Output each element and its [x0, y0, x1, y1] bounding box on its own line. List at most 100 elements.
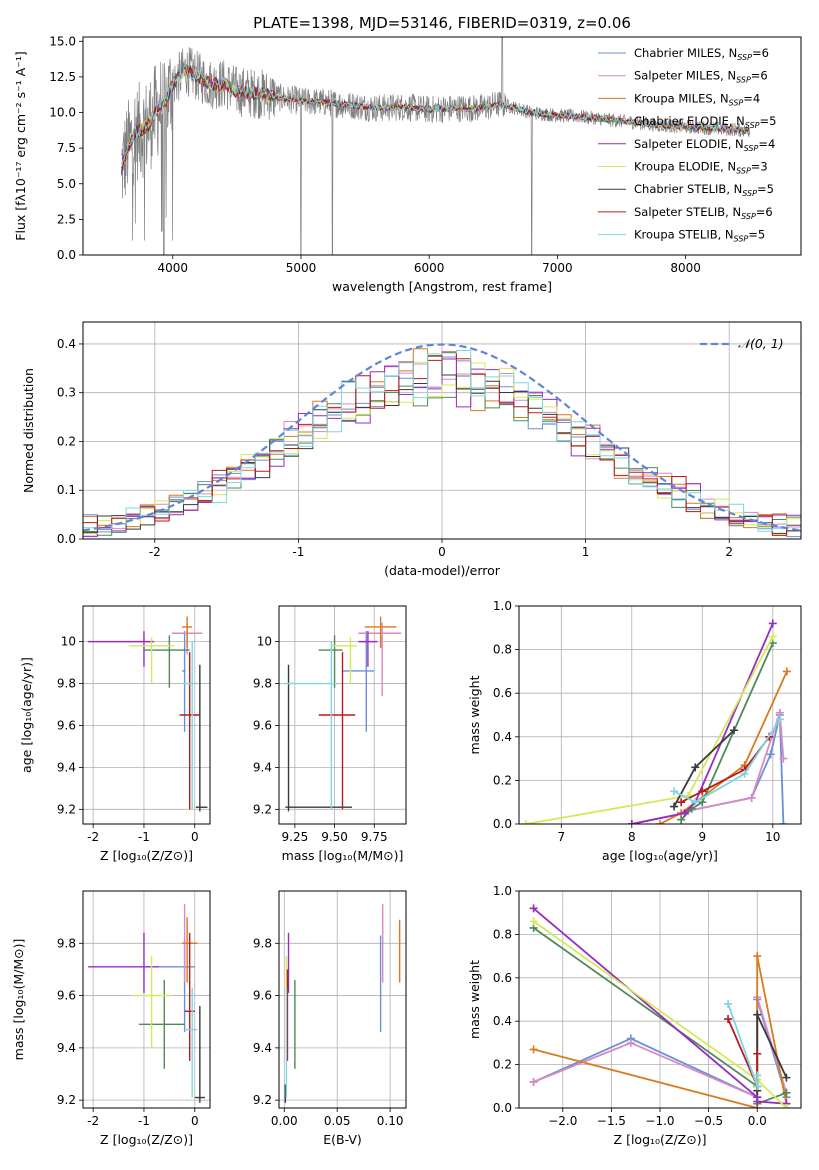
weight-marker	[724, 999, 733, 1008]
weight-marker	[782, 1073, 791, 1082]
legend-sub: SSP	[742, 189, 757, 198]
y-tick-label: 1.0	[493, 884, 512, 898]
weight-marker	[626, 1038, 635, 1047]
y-tick-label: 0.4	[493, 730, 512, 744]
weight-marker	[740, 769, 749, 778]
plot-area-age-vs-Z	[88, 616, 208, 812]
y-axis-label: Flux [fλ10⁻¹⁷ erg cm⁻² s⁻¹ A⁻¹]	[13, 51, 28, 240]
weight-marker	[782, 1104, 791, 1108]
x-tick-label: 0	[191, 830, 199, 844]
axes-mass-vs-Z: -2 -1 0 9.2 9.4 9.6 9.8 Z [log₁₀(Z/Z⊙)] mass [lo…	[11, 890, 211, 1147]
legend-name: Salpeter STELIB, N	[634, 205, 741, 219]
weight-marker	[782, 1088, 791, 1097]
weight-line	[680, 642, 774, 821]
y-tick-label: 0.6	[493, 971, 512, 985]
x-tick-label: -1	[138, 830, 150, 844]
axes-weight-vs-Z: −2.0 −1.5 −1.0 −0.5 0.0 0.0 0.2 0.4 0.6 0.8 1.0 Z […	[467, 884, 802, 1147]
weight-marker	[753, 1071, 762, 1080]
x-tick-label: 2	[725, 545, 733, 559]
axes-age-vs-mass: 9.25 9.50 9.75 9.2 9.4 9.6 9.8 10 mass [log₁₀(M/…	[253, 605, 407, 863]
axes-mass-vs-EBV: 0.00 0.05 0.10 9.2 9.4 9.6 9.8 E(B-V)	[253, 890, 407, 1147]
weight-marker	[529, 1077, 538, 1086]
y-tick-label: 2.5	[57, 212, 76, 226]
weight-marker	[768, 632, 777, 641]
y-tick-label: 7.5	[57, 141, 76, 155]
weight-marker	[779, 754, 788, 763]
weight-marker	[753, 1010, 762, 1019]
legend-label: Chabrier ELODIE, NSSP=5	[634, 114, 776, 130]
legend-tail: =5	[757, 182, 774, 196]
weight-marker	[698, 798, 707, 807]
y-tick-label: 9.2	[253, 802, 272, 816]
histogram-step	[83, 351, 801, 536]
weight-marker	[656, 820, 664, 824]
weight-marker	[775, 715, 784, 724]
weight-marker	[627, 820, 636, 824]
y-tick-label: 9.6	[253, 718, 272, 732]
weight-marker	[522, 820, 531, 824]
legend-sub: SSP	[744, 144, 759, 153]
y-tick-label: 0.0	[493, 1101, 512, 1115]
legend-name: Kroupa STELIB, N	[634, 228, 734, 242]
x-tick-label: 0.0	[748, 1114, 767, 1128]
y-tick-label: 9.4	[253, 760, 272, 774]
axes-spectrum: 4000 5000 6000 7000 8000 0.0 2.5 5.0 7.5 10.0 12.5…	[13, 34, 802, 294]
y-tick-label: 9.2	[57, 1093, 76, 1107]
y-axis-label: mass [log₁₀(M/M⊙)]	[11, 939, 26, 1061]
y-tick-label: 5.0	[57, 177, 76, 191]
plot-area-residuals	[83, 343, 801, 538]
model-spectrum-line	[121, 61, 751, 164]
x-tick-label: -1	[138, 1114, 150, 1128]
weight-marker	[677, 798, 686, 807]
legend-label: Salpeter MILES, NSSP=6	[634, 69, 768, 85]
y-tick-label: 0.0	[57, 248, 76, 262]
y-axis-label: mass weight	[467, 675, 482, 754]
x-tick-label: 8	[628, 830, 636, 844]
weight-marker	[747, 793, 756, 802]
legend-name: Kroupa ELODIE, N	[634, 160, 736, 174]
x-tick-label: 0.05	[324, 1114, 351, 1128]
y-tick-label: 9.6	[253, 989, 272, 1003]
axes-weight-vs-age: 7 8 9 10 0.0 0.2 0.4 0.6 0.8 1.0 age [log₁₀(age/yr…	[467, 599, 802, 863]
x-tick-label: 9.75	[361, 830, 388, 844]
legend-sub: SSP	[736, 167, 751, 176]
x-tick-label: 0	[191, 1114, 199, 1128]
x-axis-label: mass [log₁₀(M/M⊙)]	[282, 848, 404, 863]
x-tick-label: −0.5	[694, 1114, 723, 1128]
x-tick-label: 7000	[542, 261, 573, 275]
legend-sub: SSP	[745, 121, 760, 130]
y-tick-label: 0.1	[57, 483, 76, 497]
weight-marker	[698, 787, 707, 796]
x-tick-label: 5000	[286, 261, 317, 275]
x-tick-label: -1	[292, 545, 304, 559]
x-axis-label: Z [log₁₀(Z/Z⊙)]	[100, 1132, 193, 1147]
x-tick-label: 10	[765, 830, 780, 844]
y-tick-label: 12.5	[49, 70, 76, 84]
legend-sub: SSP	[741, 212, 756, 221]
legend-tail: =4	[758, 137, 775, 151]
y-tick-label: 0.8	[493, 927, 512, 941]
x-tick-label: -2	[87, 830, 99, 844]
y-axis-label: Normed distribution	[21, 368, 36, 493]
legend-name: Salpeter ELODIE, N	[634, 137, 744, 151]
y-tick-label: 9.6	[57, 718, 76, 732]
weight-marker	[677, 815, 686, 824]
x-axis-label: (data-model)/error	[384, 563, 501, 578]
legend-sub: SSP	[734, 235, 749, 244]
y-axis-label: mass weight	[467, 960, 482, 1039]
legend-sub: SSP	[729, 98, 744, 107]
figure-title: PLATE=1398, MJD=53146, FIBERID=0319, z=0…	[253, 14, 631, 32]
y-tick-label: 10	[257, 635, 272, 649]
y-tick-label: 0.4	[493, 1014, 512, 1028]
legend-label: Kroupa ELODIE, NSSP=3	[634, 160, 768, 176]
legend-name: Chabrier STELIB, N	[634, 182, 742, 196]
axes-frame	[82, 36, 802, 256]
legend-tail: =5	[748, 228, 765, 242]
y-tick-label: 9.2	[253, 1093, 272, 1107]
legend-sub: SSP	[736, 76, 751, 85]
weight-marker	[766, 750, 775, 759]
axes-residuals: -2 -1 0 1 2 0.0 0.1 0.2 0.3 0.4 (data-model)/error…	[21, 321, 802, 578]
legend-sub: SSP	[737, 53, 752, 62]
y-tick-label: 0.8	[493, 643, 512, 657]
